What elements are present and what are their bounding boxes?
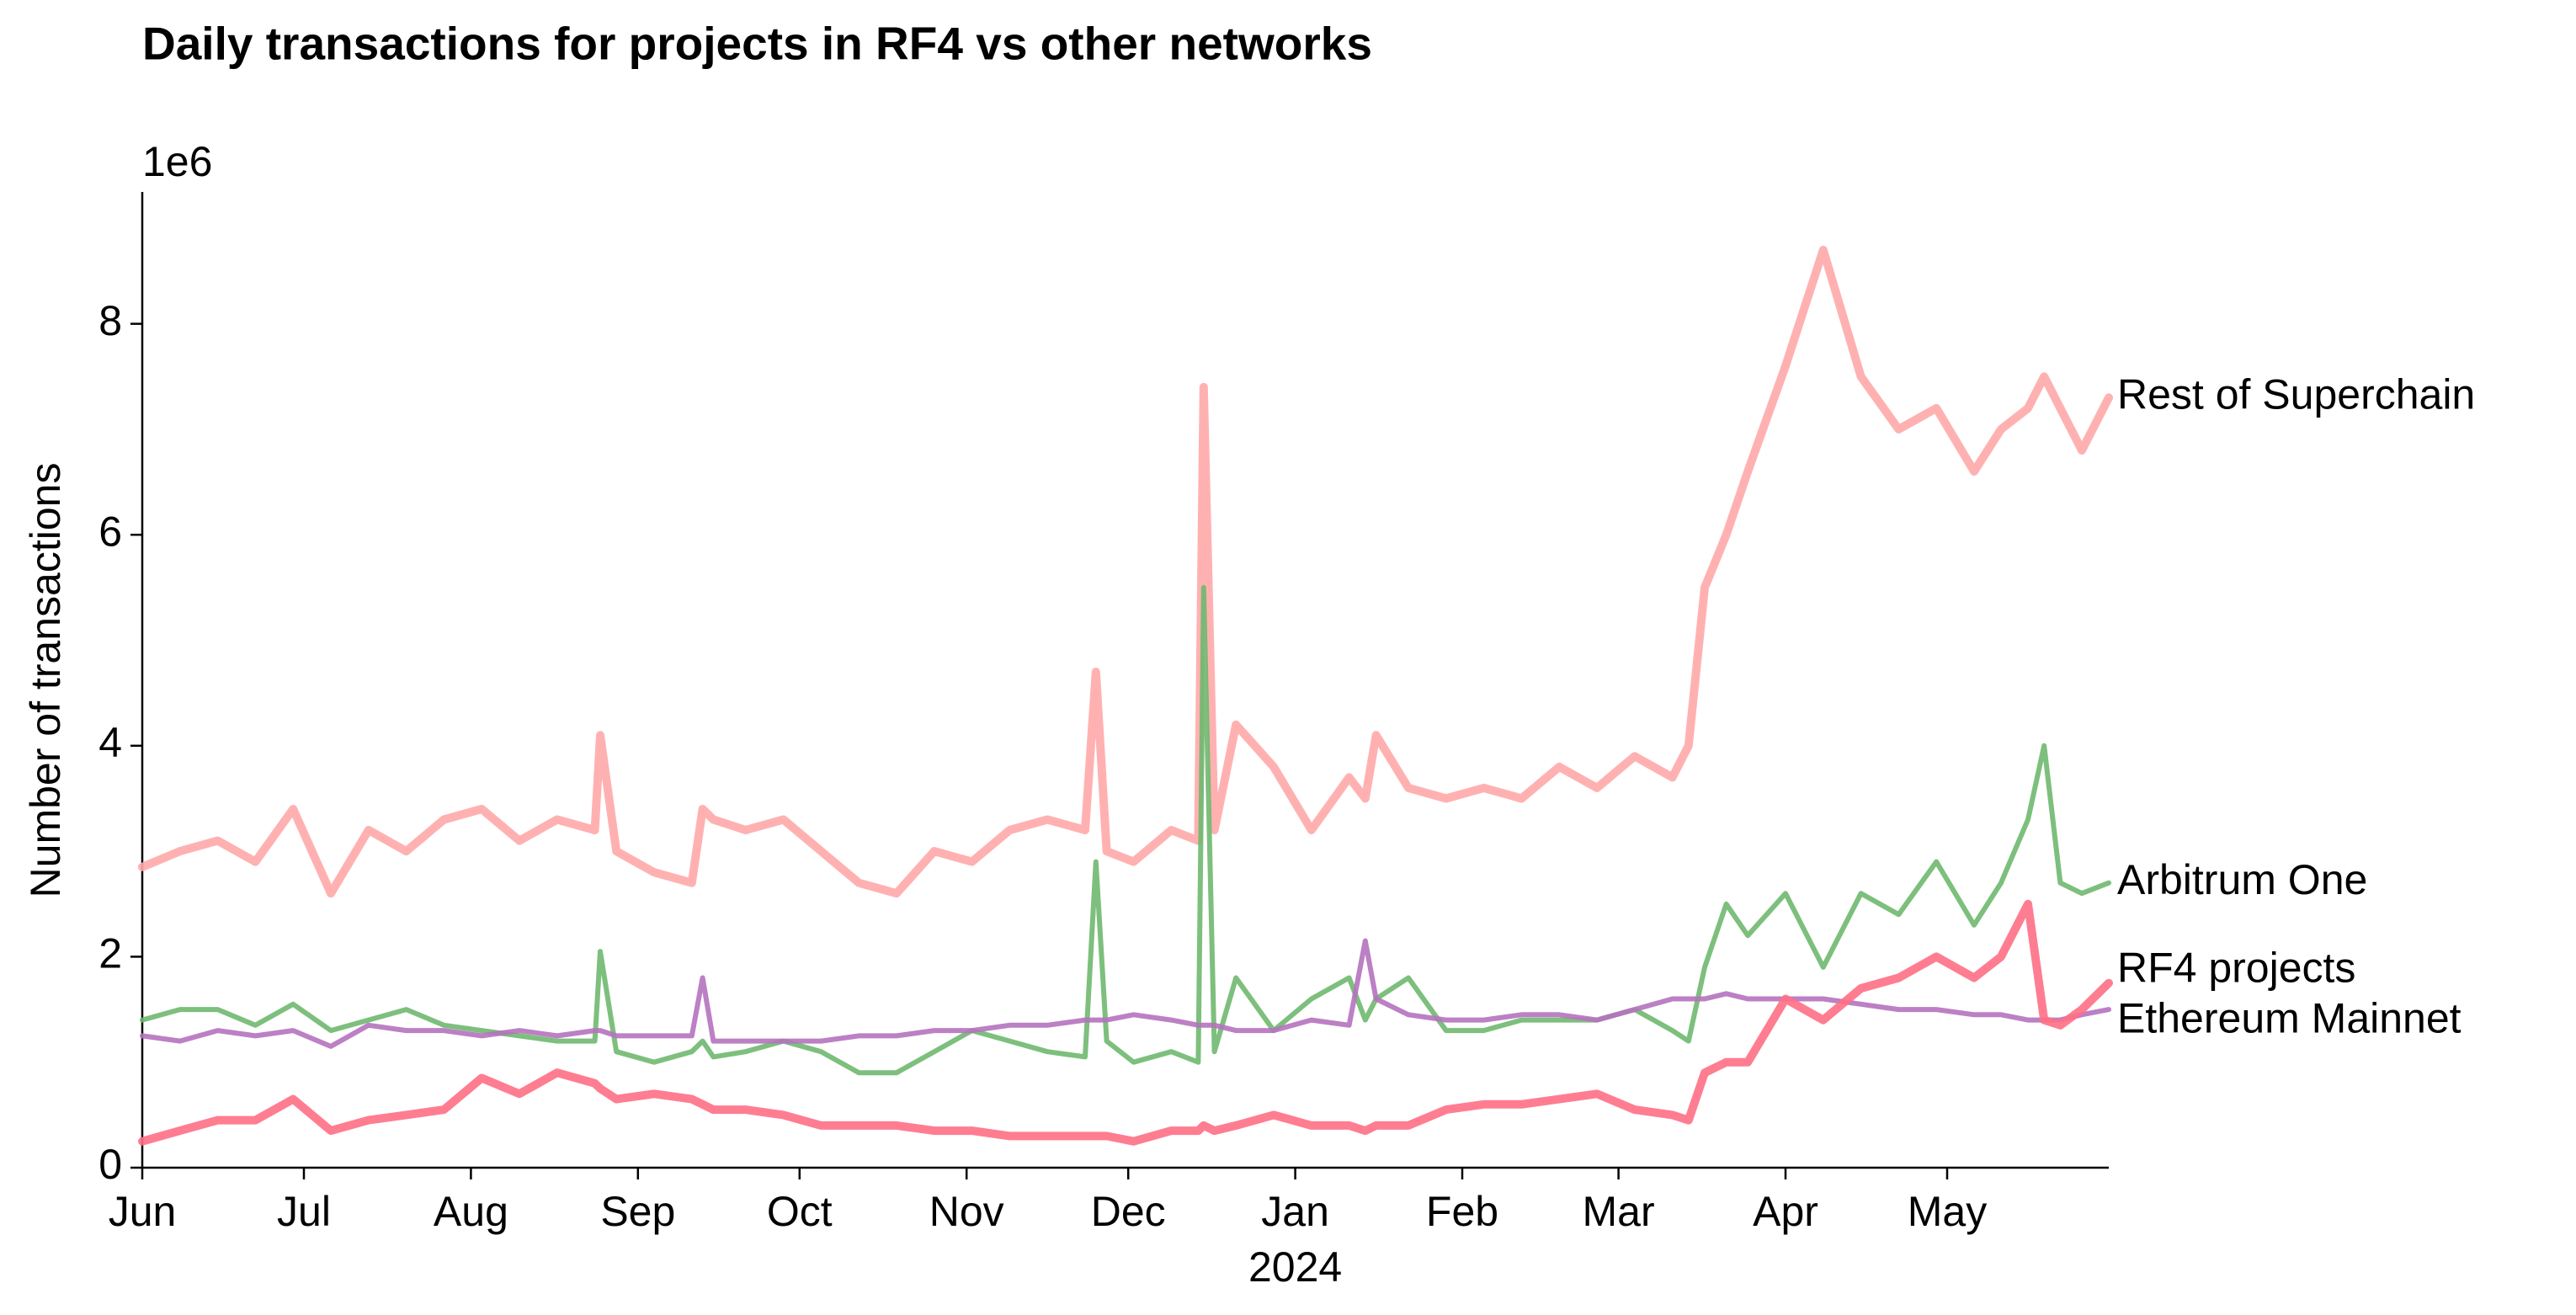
x-tick-label: May bbox=[1908, 1188, 1987, 1235]
x-sublabel: 2024 bbox=[1248, 1243, 1342, 1291]
y-tick-label: 2 bbox=[98, 930, 122, 977]
series-line bbox=[140, 584, 2111, 1076]
series-label: Ethereum Mainnet bbox=[2117, 995, 2462, 1042]
chart-title: Daily transactions for projects in RF4 v… bbox=[142, 18, 1372, 70]
series-line bbox=[138, 899, 2113, 1146]
x-tick-label: Jul bbox=[277, 1188, 331, 1235]
series-label: RF4 projects bbox=[2117, 945, 2355, 992]
x-tick-label: Dec bbox=[1091, 1188, 1166, 1235]
x-tick-label: Sep bbox=[600, 1188, 675, 1235]
y-tick-label: 0 bbox=[98, 1141, 122, 1188]
x-tick-label: Feb bbox=[1426, 1188, 1498, 1235]
y-tick-label: 4 bbox=[98, 719, 122, 766]
y-offset-label: 1e6 bbox=[142, 138, 212, 185]
series-label: Rest of Superchain bbox=[2117, 371, 2475, 418]
x-tick-label: Jun bbox=[109, 1188, 177, 1235]
series-label: Arbitrum One bbox=[2117, 856, 2367, 903]
x-tick-label: Jan bbox=[1261, 1188, 1329, 1235]
y-axis-label: Number of transactions bbox=[22, 463, 69, 898]
x-tick-label: Mar bbox=[1583, 1188, 1655, 1235]
y-tick-label: 6 bbox=[98, 508, 122, 555]
series-line bbox=[138, 245, 2113, 898]
series-line bbox=[140, 938, 2111, 1049]
x-tick-label: Aug bbox=[434, 1188, 508, 1235]
x-tick-label: Apr bbox=[1753, 1188, 1818, 1235]
y-tick-label: 8 bbox=[98, 297, 122, 344]
x-tick-label: Nov bbox=[929, 1188, 1004, 1235]
x-tick-label: Oct bbox=[767, 1188, 833, 1235]
